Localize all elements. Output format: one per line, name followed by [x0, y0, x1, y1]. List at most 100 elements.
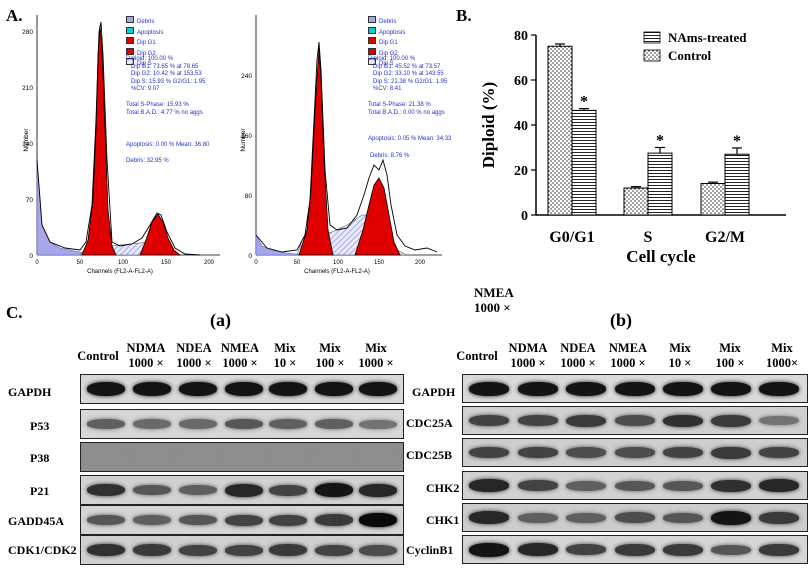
flow1-stat: Dip S: 15.93 % G2/G1: 1.95 — [131, 78, 206, 85]
flow1-total: Total S-Phase: 15.93 % — [126, 102, 189, 108]
blot-band — [225, 515, 263, 526]
blot-band — [469, 511, 509, 524]
blot-band — [179, 382, 217, 396]
blot-band — [615, 415, 655, 426]
blot-band — [711, 480, 751, 492]
blot-band — [133, 515, 171, 525]
blot-a-strips — [80, 374, 404, 570]
flow1-stat: %CV: 9.07 — [131, 86, 160, 92]
col-name: Control — [456, 349, 498, 363]
blot-band — [469, 447, 509, 458]
blot-band — [518, 480, 558, 491]
blot-a-col-header: NDEA 1000 × — [170, 341, 218, 371]
flow2-apoptosis: Apoptosis: 0.05 % Mean: 34.33 — [368, 136, 452, 142]
flow2-ytick: 240 — [241, 73, 252, 80]
blot-band — [269, 419, 307, 429]
bar — [547, 45, 573, 216]
flow2-legend-item: Dip G1 — [379, 40, 398, 46]
flow1-ytick: 0 — [29, 253, 33, 260]
col-name: Mix — [319, 341, 341, 355]
flow1-stat: Diploid: 100.00 % — [126, 56, 174, 62]
blot-strip — [462, 503, 808, 532]
blot-strip — [462, 471, 808, 500]
flow1-xtick: 200 — [204, 260, 215, 266]
flow2-xtick: 150 — [374, 260, 385, 266]
flow1-xtick: 150 — [161, 260, 172, 266]
blot-b-title: (b) — [610, 310, 632, 330]
flow2-xtick: 200 — [415, 260, 426, 266]
blot-band — [663, 481, 703, 491]
flow1-xtick: 0 — [35, 260, 39, 266]
blot-band — [133, 419, 171, 429]
col-dose: 1000 × — [358, 356, 394, 370]
blot-band — [469, 479, 509, 492]
x-category-label: G0/G1 — [549, 229, 594, 246]
blot-strip — [80, 535, 404, 565]
col-dose: 100 × — [315, 356, 345, 370]
blot-band — [315, 419, 353, 429]
blot-band — [759, 447, 799, 458]
blot-band — [87, 544, 125, 556]
col-dose: 1000× — [765, 356, 799, 370]
flow2-debris: Debris: 8.76 % — [370, 153, 410, 159]
blot-b-note-line: 1000 × — [474, 300, 511, 315]
blot-band — [179, 419, 217, 429]
blot-b-col-header: NDMA 1000 × — [503, 341, 553, 371]
legend-swatch — [643, 49, 661, 62]
flow-histogram-2-plot: Number 0 80 160 240 0 50 100 150 200 Cha… — [240, 15, 442, 275]
blot-a-protein-label: GADD45A — [8, 514, 64, 528]
flow2-stats: Diploid: 100.00 % Dip G1: 45.52 % at 73.… — [368, 56, 447, 94]
flow1-legend-item: Debris — [137, 19, 155, 25]
blot-band — [359, 420, 397, 429]
blot-band — [87, 515, 125, 525]
flow2-legend-item: Dip G2 — [379, 50, 398, 57]
panel-label-b: B. — [456, 6, 472, 25]
col-name: Mix — [274, 341, 296, 355]
blot-b-col-header: Mix 100 × — [705, 341, 755, 371]
blot-band — [566, 382, 606, 396]
bar — [700, 183, 726, 216]
blot-a-protein-label: CDK1/CDK2 — [8, 543, 77, 557]
blot-band — [315, 514, 353, 526]
blot-strip — [462, 406, 808, 435]
blot-band — [469, 543, 509, 557]
blot-a-col-header: Mix 10 × — [262, 341, 308, 371]
flow2-xlabel: Channels (FL2-A-FL2-A) — [304, 269, 370, 275]
blot-band — [759, 544, 799, 556]
y-tick-label: 0 — [521, 209, 528, 224]
blot-band — [359, 453, 397, 461]
blot-band — [133, 453, 171, 461]
blot-b-col-header: Mix 1000× — [757, 341, 807, 371]
blot-b-strips — [462, 374, 808, 570]
blot-band — [711, 545, 751, 555]
col-dose: 1000 × — [176, 356, 212, 370]
blot-band — [663, 382, 703, 396]
blot-band — [759, 512, 799, 524]
col-name: NMEA — [608, 341, 648, 355]
flow1-ytick: 140 — [22, 141, 33, 148]
blot-band — [566, 544, 606, 555]
blot-band — [518, 447, 558, 458]
blot-b-col-header: Mix 10 × — [655, 341, 705, 371]
col-name: NDMA — [126, 341, 166, 355]
flow1-totals: Total S-Phase: 15.93 % Total B.A.D.: 4.7… — [126, 102, 203, 117]
flow2-stat: Diploid: 100.00 % — [368, 56, 416, 62]
blot-band — [133, 382, 171, 396]
flow1-ytick: 280 — [22, 29, 33, 36]
blot-a-col-header: Mix 1000 × — [352, 341, 400, 371]
blot-a-protein-label: P53 — [30, 419, 50, 433]
blot-strip — [80, 442, 404, 472]
blot-b-col-header: Control — [452, 349, 502, 364]
blot-band — [759, 479, 799, 492]
flow2-legend-item: Debris — [379, 19, 397, 25]
flow2-ytick: 80 — [245, 193, 253, 200]
blot-a-protein-label: P21 — [30, 484, 50, 498]
legend-label: Control — [668, 48, 711, 63]
flow-histogram-1: Number 0 70 140 210 280 0 50 100 — [20, 10, 225, 278]
blot-band — [179, 453, 217, 461]
col-name: Control — [77, 349, 119, 363]
blot-band — [315, 545, 353, 556]
bar — [571, 109, 597, 216]
blot-band — [518, 543, 558, 556]
blot-band — [87, 484, 125, 496]
